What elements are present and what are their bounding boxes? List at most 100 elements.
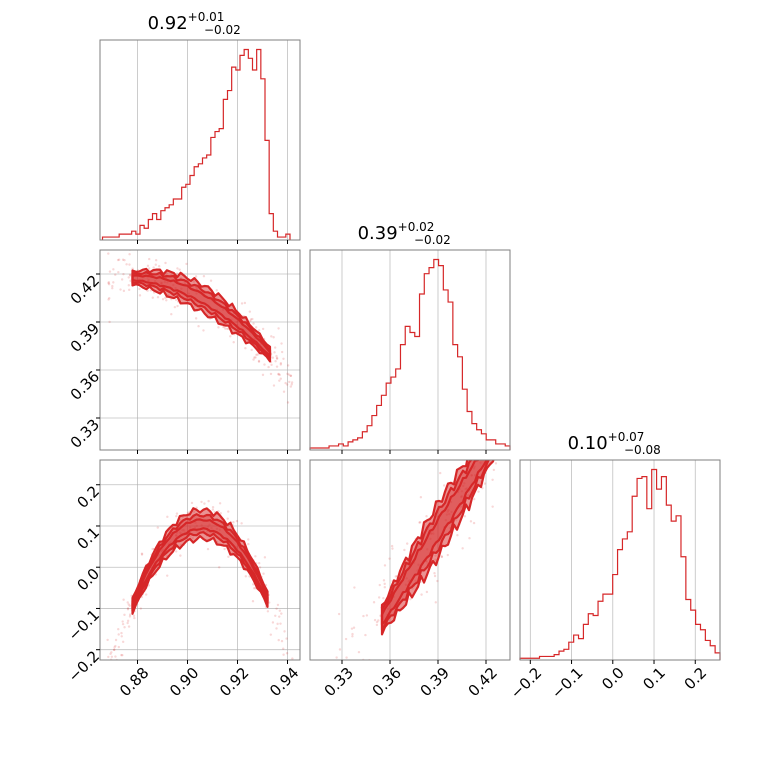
sample-point [119, 288, 122, 291]
sample-point [207, 499, 210, 503]
sample-point [262, 572, 265, 575]
contour-level-3 [131, 267, 272, 363]
sample-point [325, 667, 327, 669]
sample-point [288, 380, 291, 384]
sample-point [274, 614, 277, 617]
sample-point [170, 313, 173, 316]
x-tick-label: 0.2 [681, 664, 711, 694]
sample-point [107, 298, 110, 301]
sample-point [326, 715, 328, 717]
histogram-panel-p2: 0.39+0.02−0.02 [309, 220, 511, 454]
sample-point [121, 620, 124, 623]
sample-point [352, 626, 356, 629]
sample-point [285, 652, 289, 655]
sample-point [463, 515, 467, 518]
sample-point [222, 325, 225, 329]
sample-point [491, 505, 494, 508]
sample-point [287, 373, 291, 376]
sample-point [140, 552, 144, 555]
sample-point [147, 267, 151, 270]
sample-point [194, 275, 198, 278]
sample-point [482, 452, 484, 454]
sample-point [223, 547, 226, 551]
sample-point [378, 583, 381, 587]
panel-frame [309, 249, 511, 451]
title-lower-error: −0.08 [624, 443, 661, 457]
contour-panel-p1: 0.33 0.36 0.39 0.42 [67, 249, 301, 454]
contour-body [320, 375, 518, 731]
title-value: 0.92 [148, 13, 188, 34]
sample-point [275, 357, 279, 360]
sample-point [475, 454, 477, 456]
sample-point [377, 619, 380, 622]
sample-point [472, 497, 476, 501]
panel-frame [519, 459, 721, 661]
sample-point [252, 322, 255, 325]
sample-point [275, 607, 278, 610]
sample-point [277, 327, 280, 330]
title-value: 0.39 [358, 223, 398, 244]
sample-point [244, 346, 247, 350]
sample-point [369, 672, 371, 674]
sample-point [140, 553, 144, 556]
sample-point [126, 601, 129, 604]
sample-point [280, 342, 283, 345]
sample-point [226, 517, 229, 520]
sample-point [282, 390, 286, 393]
sample-point [113, 646, 116, 649]
sample-point [320, 729, 322, 731]
sample-point [282, 357, 285, 360]
sample-point [108, 296, 111, 300]
sample-point [276, 603, 280, 607]
sample-point [285, 637, 288, 640]
sample-point [277, 372, 280, 376]
sample-point [117, 633, 120, 636]
sample-point [390, 544, 394, 548]
x-tick-label: 0.42 [465, 664, 501, 700]
sample-point [436, 579, 439, 583]
sample-point [151, 296, 154, 299]
sample-point [388, 557, 391, 560]
sample-point [173, 305, 177, 309]
sample-point [194, 317, 198, 320]
sample-point [491, 428, 493, 430]
sample-point [350, 627, 354, 630]
sample-point [272, 336, 275, 339]
sample-point [274, 360, 277, 363]
sample-point [269, 633, 273, 636]
sample-point [433, 572, 436, 575]
sample-point [516, 375, 518, 377]
sample-point [252, 583, 255, 586]
sample-point [477, 490, 480, 493]
sample-point [249, 318, 253, 321]
sample-point [247, 538, 250, 541]
sample-point [217, 566, 221, 569]
histogram-step-line [519, 468, 721, 660]
sample-point [334, 709, 336, 711]
sample-point [351, 635, 354, 638]
x-tick-label: 0.1 [639, 664, 669, 694]
sample-point [126, 619, 130, 623]
contour-body [106, 499, 294, 660]
sample-point [476, 410, 478, 412]
sample-point [280, 639, 284, 643]
sample-point [268, 601, 271, 604]
sample-point [515, 402, 517, 404]
sample-point [107, 282, 110, 285]
sample-point [112, 281, 115, 284]
sample-point [178, 268, 181, 271]
sample-point [335, 656, 338, 659]
sample-point [276, 622, 279, 626]
sample-point [269, 372, 273, 376]
sample-point [344, 637, 348, 641]
sample-point [232, 521, 235, 524]
sample-point [261, 373, 265, 377]
sample-point [156, 295, 160, 299]
sample-point [256, 353, 259, 356]
sample-point [375, 620, 379, 624]
sample-point [109, 652, 112, 656]
histogram-panel-p5: −0.2 −0.1 0.0 0.1 0.2 0.10+0.07−0.08 [507, 430, 721, 702]
title-value: 0.10 [568, 433, 608, 454]
sample-point [384, 661, 386, 663]
